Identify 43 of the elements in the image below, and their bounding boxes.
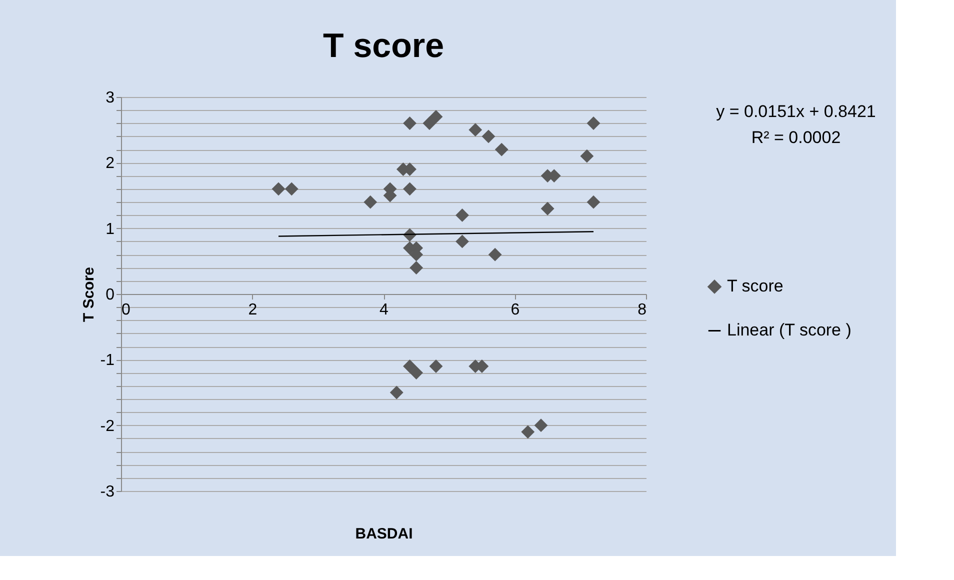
chart-title: T score (323, 27, 444, 65)
y-tick-label: 0 (106, 286, 115, 304)
y-tick-label: -1 (100, 352, 115, 370)
point (410, 261, 424, 274)
text: R² = 0.0002 (751, 128, 841, 147)
y-tick-label: 3 (106, 90, 115, 106)
point (468, 123, 482, 137)
point (580, 149, 594, 163)
x-tick-label: 4 (380, 302, 389, 318)
point (364, 195, 378, 209)
y-tick-label: 2 (106, 155, 115, 172)
point (429, 360, 443, 373)
y-tick-label: -3 (100, 484, 115, 500)
point (403, 116, 416, 130)
point (540, 202, 554, 216)
point (410, 366, 424, 380)
legend-label: T score (727, 276, 784, 296)
point (403, 182, 416, 196)
point (456, 208, 469, 222)
point (521, 425, 535, 439)
point (534, 418, 548, 432)
point (429, 110, 443, 124)
point (390, 386, 404, 400)
text: y = 0.0151x + 0.8421 (716, 102, 876, 121)
point (284, 182, 298, 196)
point (494, 142, 508, 156)
y-axis-title: T Score (80, 266, 98, 322)
legend-label: Linear (T score ) (727, 320, 852, 340)
point (586, 195, 600, 209)
point (422, 116, 436, 130)
point (456, 234, 469, 248)
x-tick-label: 0 (122, 302, 130, 318)
x-tick-label: 6 (510, 302, 520, 318)
x-tick-label: 8 (638, 302, 647, 318)
y-tick-label: -2 (100, 418, 115, 435)
point (488, 248, 502, 262)
point (403, 360, 416, 373)
x-tick-label: 2 (248, 302, 258, 318)
x-axis-title: BASDAI (355, 526, 413, 542)
point (586, 116, 600, 130)
point (272, 182, 286, 196)
point (482, 130, 496, 144)
y-tick-label: 1 (106, 220, 115, 238)
